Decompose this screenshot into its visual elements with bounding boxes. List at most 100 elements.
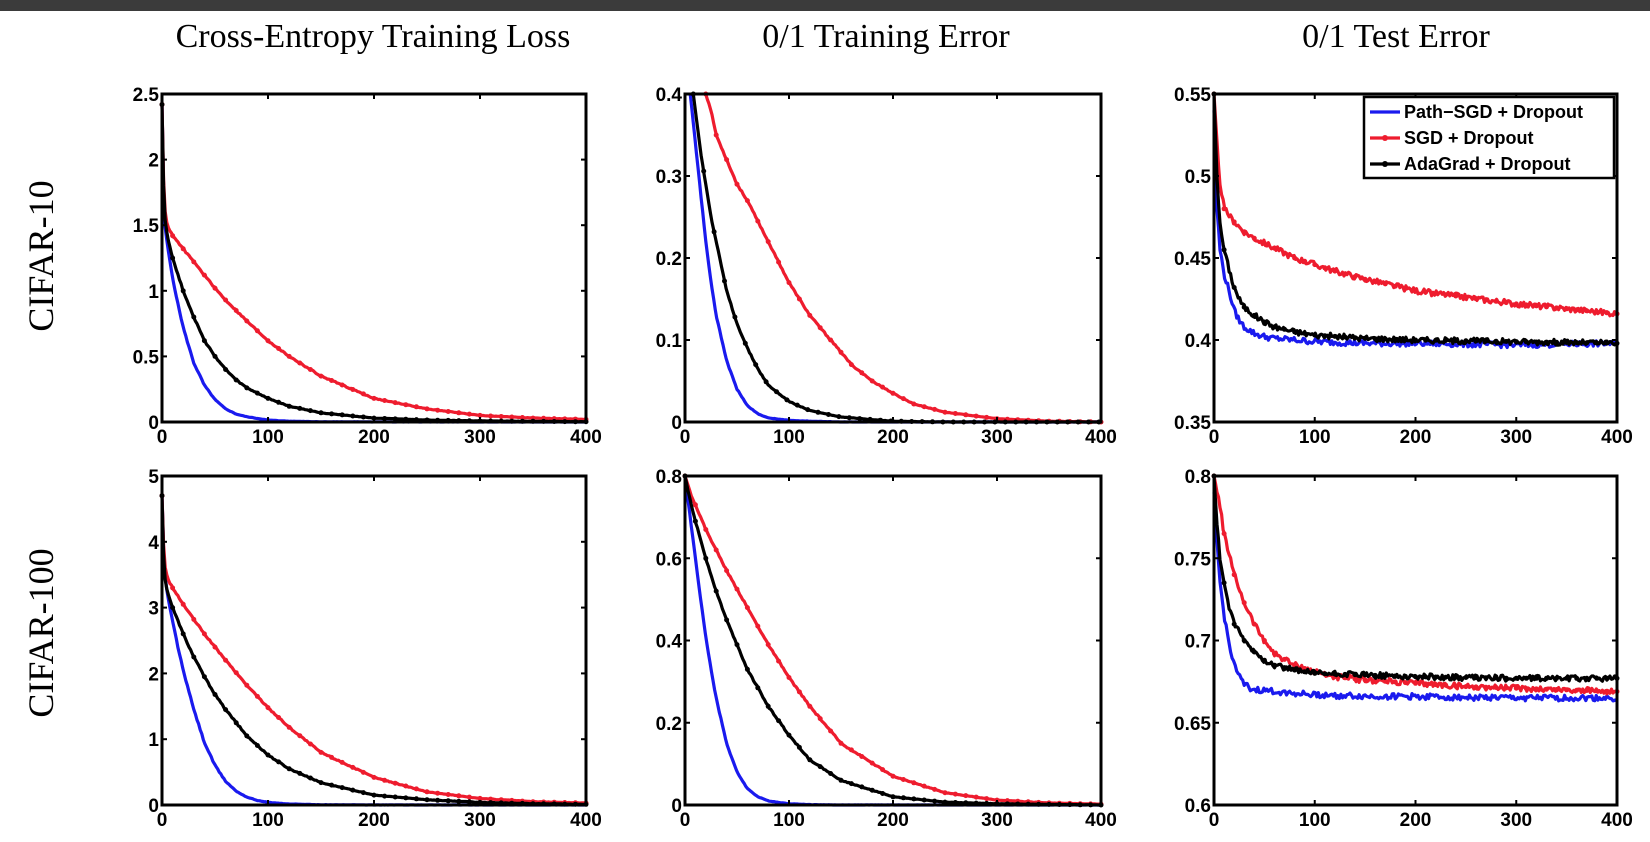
marker-sgd (244, 682, 250, 688)
marker-adagrad (1473, 675, 1479, 681)
marker-sgd (1312, 262, 1318, 268)
marker-adagrad (1231, 285, 1237, 290)
marker-sgd (952, 791, 958, 797)
marker-sgd (276, 715, 282, 720)
marker-adagrad (1564, 675, 1570, 681)
marker-adagrad (1443, 674, 1449, 680)
marker-sgd (1503, 300, 1509, 306)
y-tick-label: 0.65 (1174, 714, 1211, 735)
marker-sgd (713, 547, 719, 553)
marker-adagrad (244, 385, 250, 391)
marker-sgd (848, 747, 854, 753)
marker-sgd (371, 774, 377, 780)
marker-adagrad (286, 403, 292, 409)
marker-adagrad (265, 395, 271, 401)
marker-sgd (1564, 306, 1570, 312)
marker-adagrad (360, 414, 366, 420)
marker-adagrad (900, 795, 906, 801)
marker-sgd (744, 605, 750, 611)
marker-sgd (233, 308, 239, 313)
marker-adagrad (1493, 675, 1499, 681)
y-tick-label: 1 (148, 730, 159, 751)
marker-sgd (403, 402, 409, 408)
chart-panel-1-0: 0 100 200 300 400 0 1 2 3 4 5 (148, 467, 601, 831)
y-tick-label: 0 (671, 413, 682, 434)
marker-sgd (466, 411, 472, 417)
marker-adagrad (180, 631, 186, 637)
series-line-path-sgd (160, 495, 586, 807)
marker-adagrad (382, 416, 388, 421)
marker-sgd (265, 705, 271, 711)
row-label-1: CIFAR-100 (21, 548, 61, 717)
marker-adagrad (732, 314, 738, 320)
marker-sgd (392, 400, 398, 406)
marker-sgd (382, 398, 388, 403)
plot-frame (683, 474, 1103, 807)
marker-sgd (371, 395, 377, 401)
marker-adagrad (244, 733, 250, 739)
y-tick-label: 0.7 (1185, 632, 1211, 653)
marker-sgd (435, 790, 441, 796)
y-tick-label: 0.4 (656, 632, 683, 653)
marker-sgd (786, 280, 792, 286)
marker-sgd (1261, 638, 1267, 643)
marker-sgd (1272, 245, 1277, 251)
marker-sgd (1554, 687, 1559, 692)
marker-sgd (1544, 686, 1549, 692)
marker-sgd (1261, 240, 1267, 246)
marker-adagrad (212, 692, 218, 697)
series-line-adagrad (691, 93, 1101, 424)
marker-adagrad (1473, 338, 1479, 344)
marker-sgd (963, 412, 969, 418)
marker-sgd (1352, 676, 1358, 682)
marker-adagrad (413, 796, 419, 802)
x-tick-label: 300 (1500, 427, 1532, 448)
marker-adagrad (1584, 340, 1590, 346)
marker-sgd (466, 794, 472, 800)
marker-adagrad (1342, 334, 1348, 340)
marker-sgd (286, 724, 292, 730)
marker-sgd (456, 793, 462, 799)
marker-adagrad (1544, 675, 1549, 681)
marker-adagrad (1332, 333, 1338, 339)
marker-sgd (932, 406, 938, 412)
marker-adagrad (1272, 324, 1277, 330)
marker-sgd (973, 413, 979, 419)
marker-adagrad (1402, 337, 1408, 343)
marker-sgd (984, 414, 990, 420)
marker-adagrad (286, 766, 292, 772)
marker-sgd (1413, 680, 1418, 686)
marker-adagrad (1453, 338, 1459, 344)
marker-adagrad (201, 674, 207, 680)
marker-adagrad (1372, 336, 1378, 342)
marker-sgd (509, 414, 515, 420)
legend-marker (1382, 135, 1388, 141)
marker-adagrad (180, 288, 186, 294)
marker-adagrad (1322, 333, 1328, 339)
marker-adagrad (445, 798, 451, 804)
marker-adagrad (857, 416, 863, 422)
x-tick-label: 200 (1400, 427, 1432, 448)
marker-adagrad (722, 278, 727, 284)
marker-sgd (755, 623, 761, 629)
marker-sgd (765, 239, 771, 245)
marker-adagrad (360, 790, 366, 796)
y-tick-label: 3 (148, 599, 159, 620)
marker-adagrad (805, 407, 811, 413)
marker-sgd (1433, 682, 1439, 688)
marker-adagrad (703, 555, 709, 561)
marker-sgd (456, 410, 462, 416)
plot-frame (683, 92, 1103, 424)
marker-adagrad (1261, 319, 1267, 325)
marker-sgd (1604, 688, 1610, 694)
x-tick-label: 300 (1500, 810, 1532, 831)
y-tick-label: 0.5 (1185, 167, 1212, 188)
marker-adagrad (424, 797, 430, 803)
x-tick-label: 400 (1085, 810, 1117, 831)
marker-sgd (817, 325, 823, 331)
marker-sgd (692, 502, 698, 508)
marker-sgd (1533, 686, 1539, 692)
marker-sgd (1272, 651, 1277, 657)
marker-adagrad (869, 787, 875, 793)
marker-sgd (1221, 531, 1227, 537)
